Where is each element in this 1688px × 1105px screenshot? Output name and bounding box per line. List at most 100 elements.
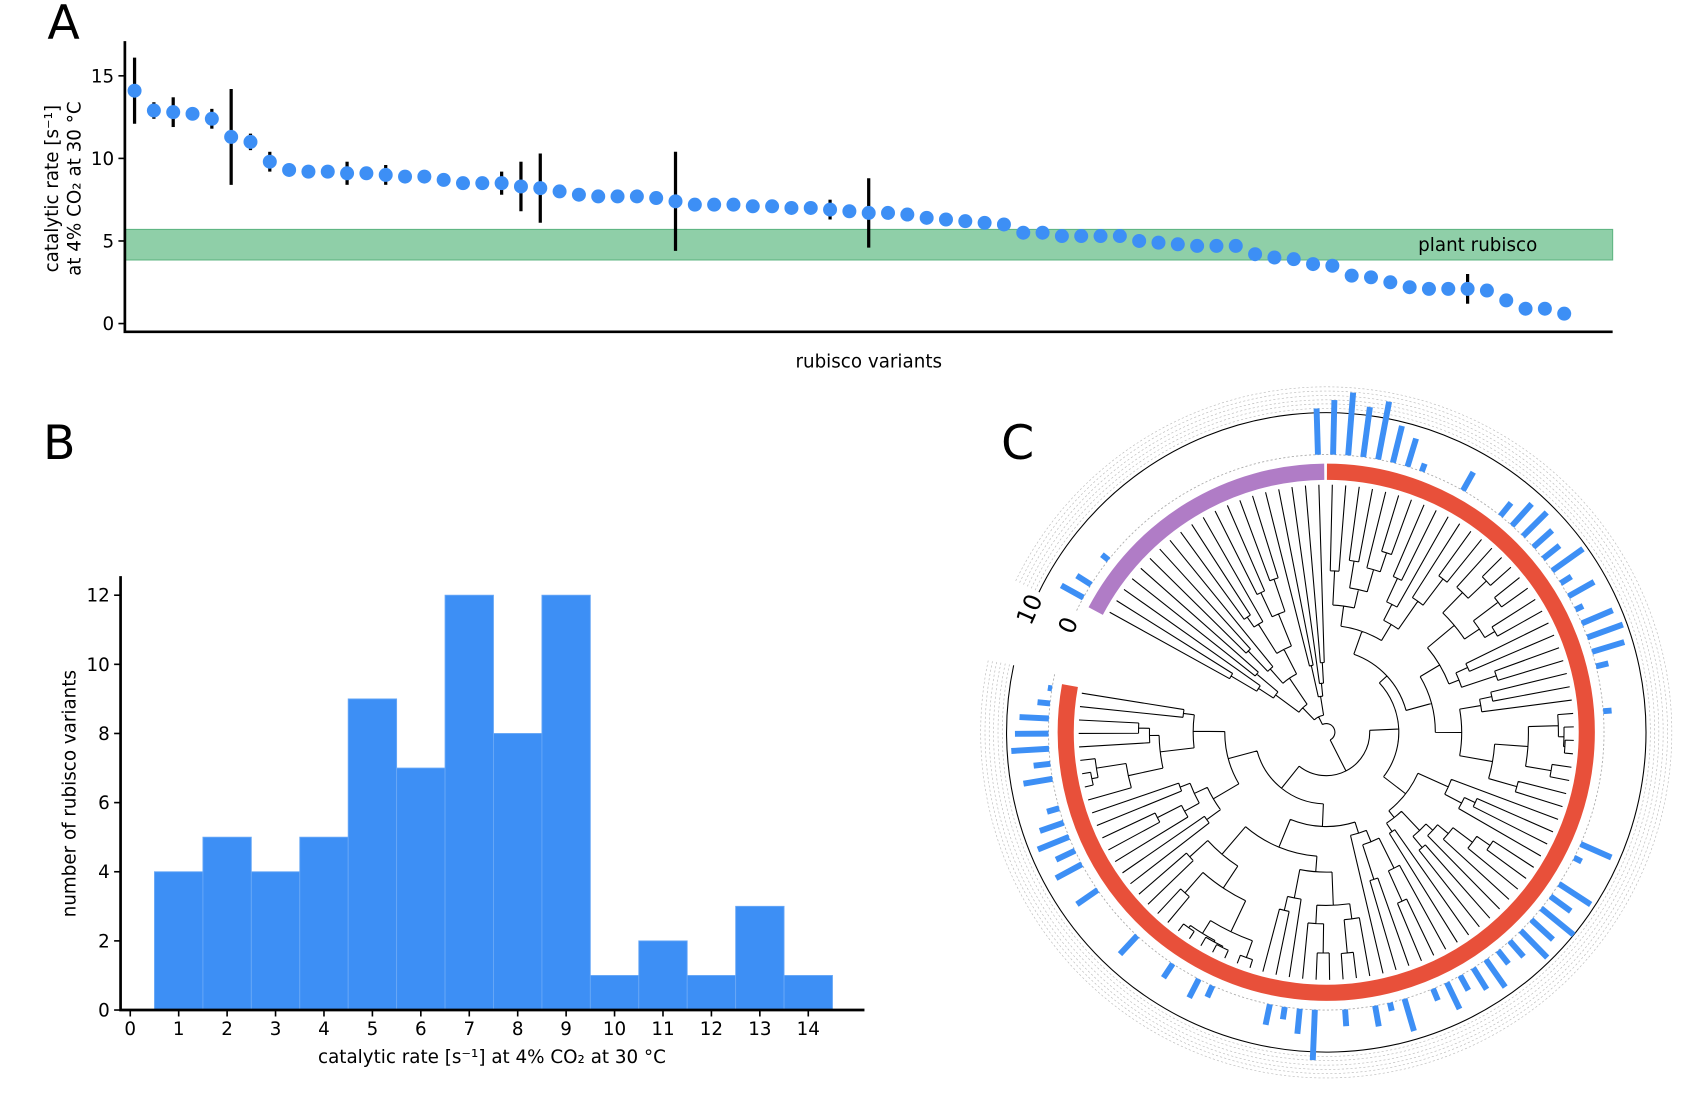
point bbox=[1016, 225, 1031, 240]
x-tick-label: 14 bbox=[797, 1019, 820, 1040]
y-tick-label: 0 bbox=[102, 314, 114, 335]
x-tick-label: 2 bbox=[221, 1019, 233, 1040]
point bbox=[1441, 281, 1456, 296]
bar bbox=[1419, 462, 1428, 473]
y-tick-label: 6 bbox=[98, 793, 110, 814]
point bbox=[185, 106, 200, 121]
bar bbox=[1574, 603, 1585, 613]
point bbox=[301, 164, 316, 179]
point bbox=[745, 199, 760, 214]
bar bbox=[589, 975, 640, 1011]
point bbox=[417, 169, 432, 184]
y-tick-label: 2 bbox=[98, 931, 110, 952]
point bbox=[282, 162, 297, 177]
point bbox=[204, 111, 219, 126]
bar bbox=[1059, 582, 1085, 601]
bar bbox=[1539, 905, 1576, 938]
bar bbox=[347, 698, 398, 1011]
point bbox=[919, 210, 934, 225]
bar bbox=[1401, 997, 1417, 1032]
x-axis-label: rubisco variants bbox=[795, 351, 942, 372]
bar bbox=[1495, 948, 1511, 966]
bar bbox=[1294, 1008, 1303, 1035]
point bbox=[649, 191, 664, 206]
bar bbox=[1309, 1009, 1318, 1061]
x-tick-label: 0 bbox=[124, 1019, 136, 1040]
bar bbox=[1483, 957, 1508, 989]
point bbox=[1170, 237, 1185, 252]
bar bbox=[1372, 1005, 1382, 1027]
bar bbox=[1038, 819, 1065, 834]
bar bbox=[1531, 528, 1555, 550]
y-tick-label: 0 bbox=[98, 1000, 110, 1021]
bar bbox=[154, 871, 204, 1011]
point bbox=[1074, 229, 1089, 244]
point bbox=[1479, 283, 1494, 298]
panel-letter: A bbox=[47, 0, 79, 51]
bar bbox=[1520, 510, 1549, 539]
point bbox=[900, 207, 915, 222]
point bbox=[938, 212, 953, 227]
bar bbox=[1557, 881, 1593, 907]
bar bbox=[1430, 987, 1441, 1002]
point bbox=[610, 189, 625, 204]
ring-decoration bbox=[1001, 408, 1651, 1057]
bar bbox=[1279, 1006, 1288, 1020]
bar bbox=[1036, 834, 1071, 853]
bar bbox=[1470, 966, 1490, 991]
bar bbox=[1075, 887, 1100, 907]
bar bbox=[396, 767, 446, 1011]
bar bbox=[1054, 861, 1084, 881]
point bbox=[340, 166, 355, 181]
y-tick-label: 4 bbox=[98, 862, 110, 883]
y-tick-label: 10 bbox=[87, 655, 110, 676]
point bbox=[1054, 229, 1069, 244]
point bbox=[1402, 280, 1417, 295]
point bbox=[668, 194, 683, 209]
bar bbox=[1330, 399, 1338, 455]
point bbox=[1364, 270, 1379, 285]
bar bbox=[1033, 760, 1051, 769]
bar bbox=[299, 836, 349, 1011]
ring-decoration bbox=[988, 395, 1664, 1070]
x-tick-label: 10 bbox=[603, 1019, 626, 1040]
point bbox=[475, 176, 490, 191]
bar bbox=[250, 871, 301, 1011]
point bbox=[1209, 238, 1224, 253]
y-axis-label: number of rubisco variants bbox=[59, 670, 80, 917]
x-tick-label: 12 bbox=[700, 1019, 723, 1040]
x-tick-label: 8 bbox=[512, 1019, 524, 1040]
bar bbox=[1117, 933, 1140, 957]
bar bbox=[1498, 501, 1514, 518]
y-tick-label: 12 bbox=[87, 586, 110, 607]
point bbox=[1537, 301, 1552, 316]
bar bbox=[1387, 1001, 1395, 1012]
point bbox=[398, 169, 413, 184]
x-tick-label: 11 bbox=[651, 1019, 674, 1040]
x-tick-label: 6 bbox=[415, 1019, 427, 1040]
bar bbox=[1580, 607, 1614, 627]
clade-ring bbox=[1057, 463, 1595, 1001]
point bbox=[1190, 238, 1205, 253]
bar bbox=[1603, 707, 1612, 715]
bar bbox=[638, 940, 688, 1011]
point bbox=[146, 103, 161, 118]
point bbox=[591, 189, 606, 204]
point bbox=[1306, 257, 1321, 272]
bar bbox=[1011, 745, 1050, 754]
bar bbox=[783, 975, 833, 1011]
bar bbox=[1595, 660, 1610, 670]
x-tick-label: 5 bbox=[367, 1019, 379, 1040]
bar bbox=[1160, 962, 1176, 980]
clade-ring bbox=[1088, 463, 1325, 615]
point bbox=[127, 83, 142, 98]
panel-letter: C bbox=[1001, 416, 1034, 471]
point bbox=[784, 200, 799, 215]
bar bbox=[1360, 406, 1373, 458]
y-axis-label: at 4% CO₂ at 30 °C bbox=[65, 101, 86, 276]
point bbox=[1035, 225, 1050, 240]
point bbox=[243, 134, 258, 149]
bar bbox=[1559, 574, 1573, 586]
axis bbox=[119, 576, 865, 1012]
